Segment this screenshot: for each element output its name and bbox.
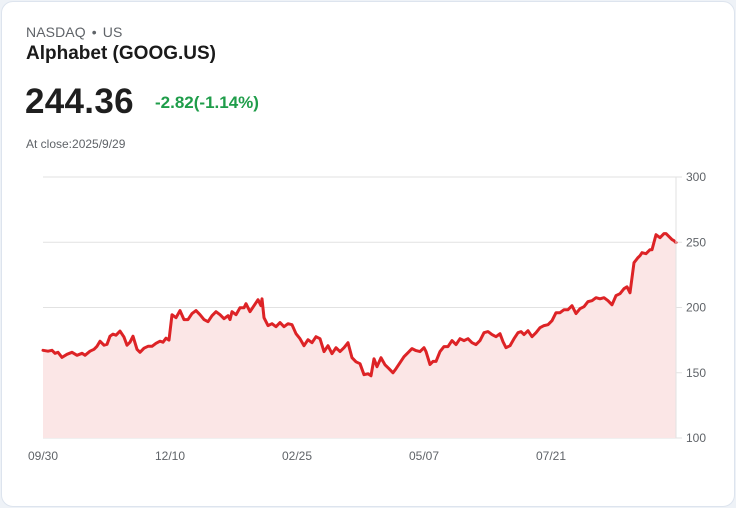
separator-dot: •: [91, 24, 97, 40]
price-line: [41, 232, 678, 378]
stock-title: Alphabet (GOOG.US): [26, 43, 216, 64]
x-tick-label: 07/21: [536, 449, 566, 463]
x-tick-label: 12/10: [155, 449, 185, 463]
y-tick-label: 100: [686, 431, 706, 445]
exchange-name: NASDAQ: [26, 24, 86, 40]
y-axis-labels: 300 250 200 150 100: [686, 170, 706, 445]
x-axis-labels: 09/30 12/10 02/25 05/07 07/21: [28, 449, 566, 463]
x-tick-label: 05/07: [409, 449, 439, 463]
x-tick-label: 02/25: [282, 449, 312, 463]
close-timestamp: At close:2025/9/29: [26, 137, 126, 151]
x-tick-label: 09/30: [28, 449, 58, 463]
price-change: -2.82(-1.14%): [155, 93, 259, 112]
price-area-fill: [43, 233, 676, 438]
exchange-line: NASDAQ • US: [26, 24, 122, 40]
current-price: 244.36: [25, 82, 134, 121]
y-tick-label: 150: [686, 366, 706, 380]
y-tick-label: 300: [686, 170, 706, 184]
market-name: US: [102, 24, 123, 40]
y-tick-label: 200: [686, 301, 706, 315]
y-tick-label: 250: [686, 235, 706, 249]
